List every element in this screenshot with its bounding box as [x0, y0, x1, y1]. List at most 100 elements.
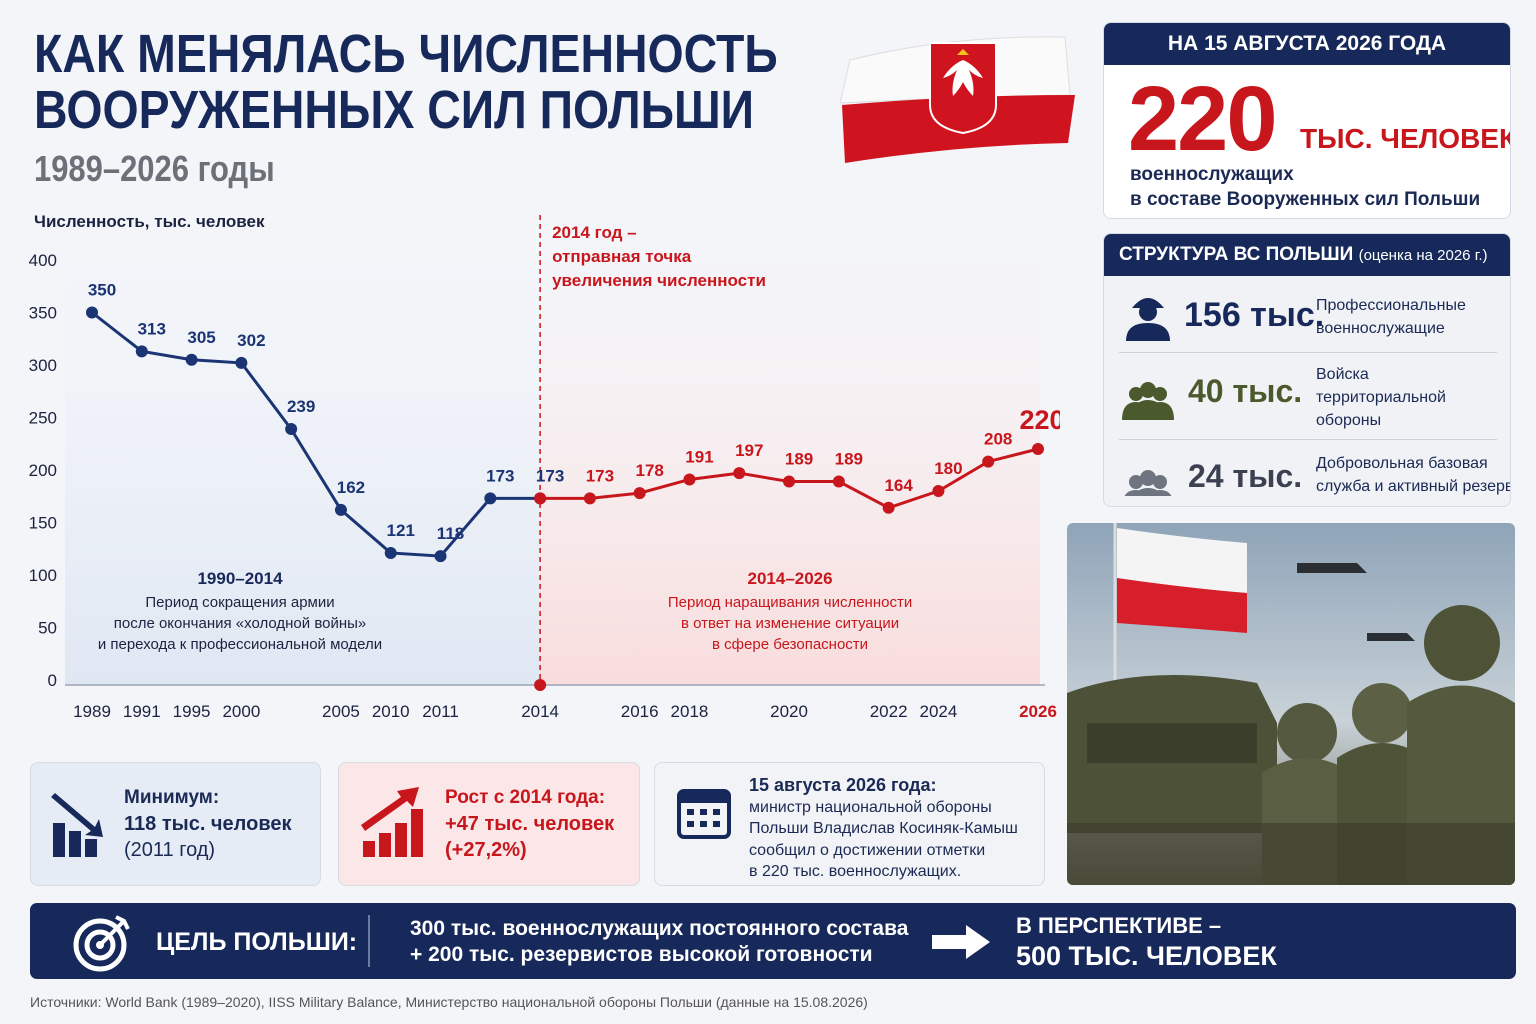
marker-dot [534, 679, 547, 691]
card-line: министр национальной обороны [749, 798, 992, 816]
y-tick-label: 150 [29, 514, 57, 533]
data-label: 164 [884, 476, 913, 495]
point [633, 487, 646, 500]
y-tick-label: 300 [29, 356, 57, 375]
goal-line: + 200 тыс. резервистов высокой готовност… [410, 943, 873, 966]
min-card: Минимум: 118 тыс. человек (2011 год) [30, 762, 321, 886]
point [932, 485, 945, 497]
point [733, 467, 746, 480]
period-text: и перехода к профессиональной модели [98, 636, 382, 653]
point [86, 306, 98, 319]
desc-line: служба и активный резерв [1316, 478, 1511, 495]
goal-banner: ЦЕЛЬ ПОЛЬШИ: 300 тыс. военнослужащих пос… [30, 903, 1516, 979]
data-label: 180 [934, 459, 962, 478]
structure-value: 40 тыс. [1188, 373, 1303, 409]
card-title: Минимум: [124, 787, 220, 808]
card-line: +47 тыс. человек [445, 813, 615, 835]
x-tick-label: 2005 [322, 702, 360, 721]
point [534, 492, 547, 505]
desc-line: военнослужащие [1316, 320, 1445, 337]
structure-desc: Профессиональные военнослужащие [1316, 294, 1466, 340]
status-panel: НА 15 АВГУСТА 2026 ГОДА 220 ТЫС. ЧЕЛОВЕК… [1103, 22, 1511, 219]
data-label: 173 [486, 466, 514, 485]
data-label: 178 [635, 461, 663, 480]
x-tick-label: 2010 [372, 702, 410, 721]
data-label: 305 [187, 328, 215, 347]
point [982, 455, 995, 468]
point [583, 492, 596, 505]
point [334, 503, 347, 516]
x-tick-label: 2022 [870, 702, 908, 721]
title: КАК МЕНЯЛАСЬ ЧИСЛЕННОСТЬ ВООРУЖЕННЫХ СИЛ… [34, 26, 778, 138]
structure-icons [1122, 298, 1174, 496]
status-line: военнослужащих [1130, 164, 1294, 185]
structure-note: (оценка на 2026 г.) [1358, 247, 1488, 264]
period-text: в ответ на изменение ситуации [681, 615, 899, 632]
news-card: 15 августа 2026 года: министр национальн… [654, 762, 1045, 886]
arrow-icon [932, 925, 990, 959]
card-line: (2011 год) [124, 839, 216, 861]
structure-value: 156 тыс. [1184, 296, 1325, 334]
decline-icon [51, 793, 103, 857]
structure-panel: СТРУКТУРА ВС ПОЛЬШИ (оценка на 2026 г.) … [1103, 233, 1511, 507]
series-line [91, 311, 541, 558]
x-tick-label: 1995 [173, 702, 211, 721]
x-tick-label: 2011 [422, 702, 459, 721]
desc-line: Войска [1316, 366, 1369, 383]
desc-line: территориальной [1316, 389, 1446, 406]
data-label: 208 [984, 430, 1012, 449]
y-tick-label: 0 [48, 671, 57, 690]
point [1032, 443, 1044, 455]
point [285, 423, 298, 436]
point [683, 473, 696, 486]
card-text: Минимум: 118 тыс. человек (2011 год) [124, 785, 292, 863]
card-title: 15 августа 2026 года: [749, 775, 937, 795]
annotation: увеличения численности [552, 271, 766, 290]
data-label: 189 [785, 450, 813, 469]
point [783, 475, 796, 488]
goal-outlook: В ПЕРСПЕКТИВЕ – 500 ТЫС. ЧЕЛОВЕК [1016, 911, 1277, 971]
card-line: Польши Владислав Косиняк-Камыш [749, 820, 1018, 837]
period-text: после окончания «холодной войны» [114, 615, 367, 632]
x-tick-label: 1991 [123, 702, 161, 721]
y-tick-label: 350 [29, 304, 57, 323]
data-label: 302 [237, 331, 265, 350]
title-line: КАК МЕНЯЛАСЬ ЧИСЛЕННОСТЬ [34, 24, 778, 84]
structure-value: 24 тыс. [1188, 458, 1303, 494]
data-label: 239 [287, 397, 315, 416]
goal-line: 300 тыс. военнослужащих постоянного сост… [410, 917, 909, 940]
data-label: 197 [735, 441, 763, 460]
period-text: Период сокращения армии [145, 594, 334, 611]
data-label: 162 [337, 478, 365, 497]
card-text: Рост с 2014 года: +47 тыс. человек (+27,… [445, 785, 614, 863]
point [384, 546, 397, 559]
period-title: 1990–2014 [197, 569, 283, 588]
y-axis-label: Численность, тыс. человек [34, 212, 265, 231]
point [135, 345, 148, 358]
data-label: 173 [586, 466, 614, 485]
outlook-line: 500 ТЫС. ЧЕЛОВЕК [1016, 941, 1277, 971]
line-chart: Численность, тыс. человек 2014 год – отпр… [29, 212, 1060, 721]
point [832, 475, 845, 488]
flag-banner [839, 36, 1075, 163]
point [235, 356, 248, 369]
card-line: в 220 тыс. военнослужащих. [749, 863, 962, 880]
period-text: Период наращивания численности [668, 594, 912, 611]
x-tick-label: 2000 [222, 702, 260, 721]
x-tick-label: 1989 [73, 702, 111, 721]
data-label: 189 [835, 450, 863, 469]
structure-title: СТРУКТУРА ВС ПОЛЬШИ [1119, 244, 1354, 265]
y-tick-label: 200 [29, 461, 57, 480]
x-tick-label: 2024 [920, 702, 958, 721]
status-number: 220 [1128, 68, 1277, 170]
desc-line: Добровольная базовая [1316, 455, 1488, 472]
status-unit: ТЫС. ЧЕЛОВЕК [1300, 123, 1511, 154]
x-tick-label: 2018 [671, 702, 709, 721]
photo [1067, 523, 1515, 885]
data-label: 350 [88, 281, 116, 300]
x-tick-label: 2026 [1019, 702, 1057, 721]
goal-label: ЦЕЛЬ ПОЛЬШИ: [156, 928, 358, 956]
card-title: Рост с 2014 года: [445, 787, 606, 808]
point [185, 353, 198, 366]
